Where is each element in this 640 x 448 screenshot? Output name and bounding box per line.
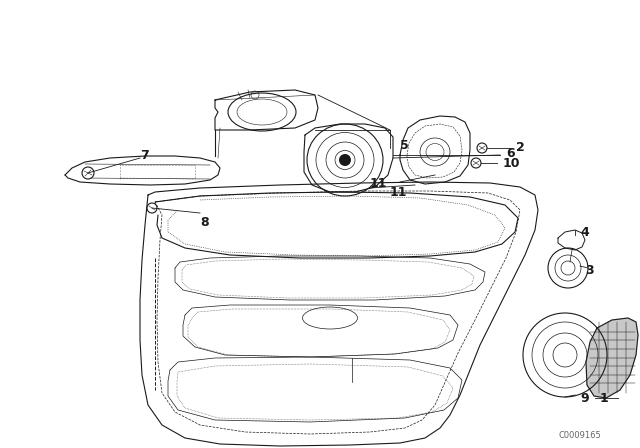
Text: 11: 11 bbox=[370, 177, 387, 190]
Text: C0009165: C0009165 bbox=[559, 431, 602, 439]
Circle shape bbox=[147, 203, 157, 213]
Text: 1: 1 bbox=[600, 392, 609, 405]
Polygon shape bbox=[400, 116, 470, 184]
Circle shape bbox=[82, 167, 94, 179]
Polygon shape bbox=[304, 124, 393, 192]
Text: 10: 10 bbox=[503, 156, 520, 169]
Text: 7: 7 bbox=[140, 148, 148, 161]
Text: 11: 11 bbox=[390, 185, 408, 198]
Circle shape bbox=[339, 154, 351, 166]
Polygon shape bbox=[215, 90, 318, 130]
Polygon shape bbox=[558, 230, 585, 250]
Circle shape bbox=[477, 143, 487, 153]
Text: 8: 8 bbox=[200, 215, 209, 228]
Text: 6: 6 bbox=[506, 146, 515, 159]
Circle shape bbox=[471, 158, 481, 168]
Polygon shape bbox=[140, 182, 538, 446]
Text: 4: 4 bbox=[580, 225, 589, 238]
Text: 2: 2 bbox=[516, 141, 525, 154]
Polygon shape bbox=[586, 318, 638, 398]
Text: 5: 5 bbox=[400, 138, 409, 151]
Text: 9: 9 bbox=[580, 392, 589, 405]
Polygon shape bbox=[65, 156, 220, 185]
Text: 3: 3 bbox=[585, 263, 594, 276]
